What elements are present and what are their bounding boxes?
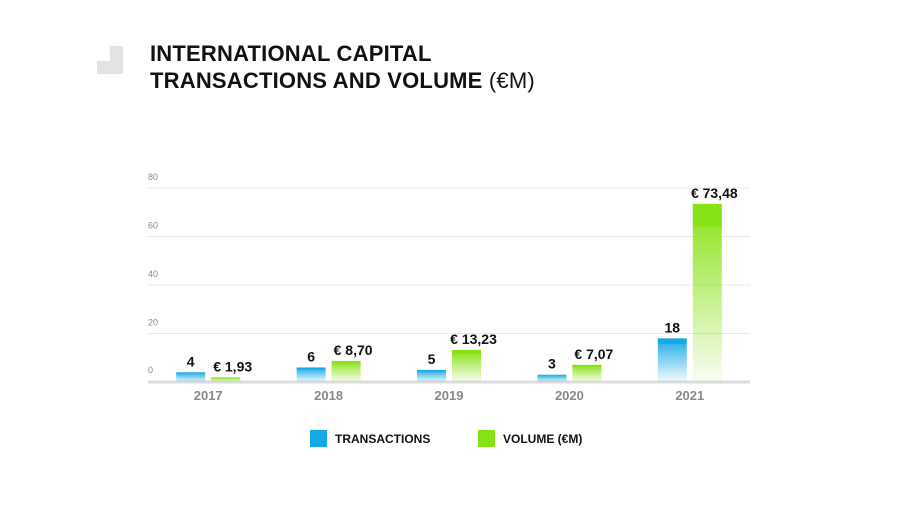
bar-transactions	[537, 374, 567, 382]
data-label-volume: € 13,23	[450, 331, 497, 347]
data-label-volume: € 7,07	[574, 346, 613, 362]
data-label-transactions: 5	[428, 351, 436, 367]
legend-label: TRANSACTIONS	[335, 431, 431, 446]
x-tick-label: 2018	[314, 388, 343, 403]
data-label-volume: € 1,93	[213, 358, 252, 374]
y-tick-label: 20	[148, 318, 158, 328]
chart-legend: TRANSACTIONS VOLUME (€M)	[0, 430, 900, 452]
bar-transactions	[657, 338, 687, 382]
legend-swatch	[478, 430, 495, 447]
y-tick-label: 40	[148, 269, 158, 279]
bar-volume	[331, 360, 361, 382]
logo-icon	[97, 46, 123, 74]
logo-shape	[97, 46, 123, 74]
chart-title-line1: INTERNATIONAL CAPITAL	[150, 41, 432, 66]
data-label-volume: € 73,48	[691, 185, 738, 201]
bar-volume	[692, 203, 722, 382]
data-label-transactions: 18	[665, 319, 681, 335]
y-tick-label: 0	[148, 365, 153, 375]
chart-title-line2-bold: TRANSACTIONS AND VOLUME	[150, 68, 483, 93]
chart-title-unit: (€M)	[482, 68, 535, 93]
bar-transactions	[417, 369, 446, 382]
x-tick-label: 2021	[675, 388, 704, 403]
y-tick-label: 60	[148, 221, 158, 231]
legend-swatch	[310, 430, 327, 447]
bar-volume	[211, 377, 241, 382]
data-label-volume: € 8,70	[334, 342, 373, 358]
legend-item: VOLUME (€M)	[478, 430, 582, 447]
bar-volume	[452, 349, 481, 382]
chart-title: INTERNATIONAL CAPITAL TRANSACTIONS AND V…	[150, 40, 535, 94]
x-tick-label: 2017	[194, 388, 223, 403]
x-tick-label: 2019	[435, 388, 464, 403]
data-label-transactions: 3	[548, 356, 556, 372]
data-label-transactions: 4	[187, 353, 195, 369]
bar-transactions	[176, 372, 206, 382]
y-tick-label: 80	[148, 172, 158, 182]
data-label-transactions: 6	[307, 348, 315, 364]
chart-title-line2: TRANSACTIONS AND VOLUME (€M)	[150, 67, 535, 94]
legend-item: TRANSACTIONS	[310, 430, 430, 447]
bar-volume	[572, 364, 602, 382]
x-tick-label: 2020	[555, 388, 584, 403]
bar-transactions	[296, 367, 326, 382]
legend-label: VOLUME (€M)	[503, 431, 583, 446]
